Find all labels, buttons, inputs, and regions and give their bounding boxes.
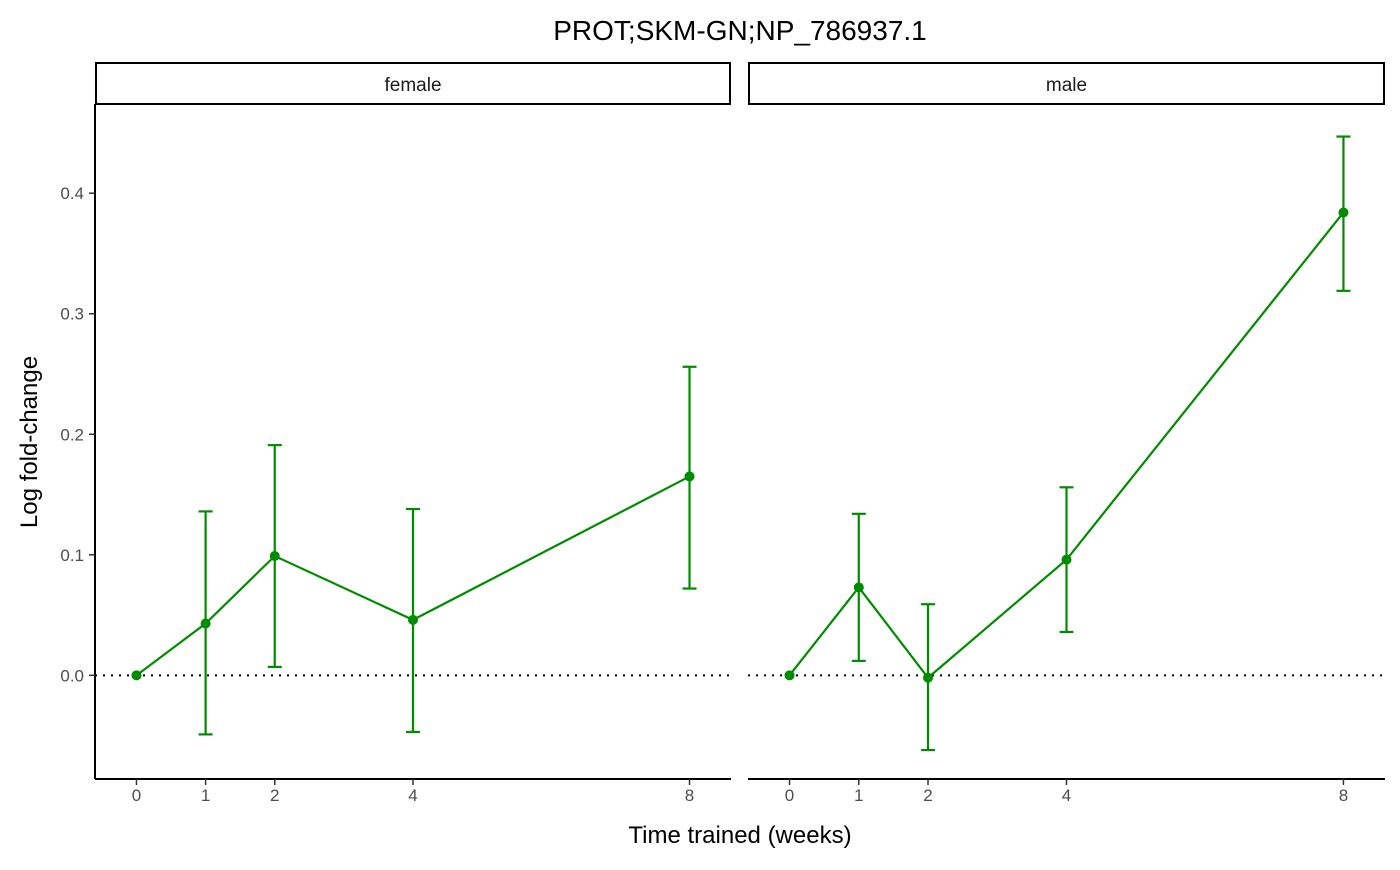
x-tick-label: 0	[132, 786, 141, 805]
y-tick-label: 0.2	[60, 425, 84, 444]
x-tick-label: 2	[270, 786, 279, 805]
y-axis-label: Log fold-change	[16, 356, 43, 528]
x-axis-label: Time trained (weeks)	[628, 822, 851, 849]
facet-strip-male	[748, 62, 1385, 105]
y-tick-label: 0.4	[60, 184, 84, 203]
y-tick-label: 0.1	[60, 546, 84, 565]
data-point	[684, 471, 695, 482]
x-tick-label: 4	[1062, 786, 1071, 805]
data-point	[784, 670, 795, 681]
data-point	[408, 614, 418, 625]
x-tick-label: 8	[685, 786, 694, 805]
facet-label: male	[1046, 75, 1087, 96]
data-point	[1061, 554, 1072, 565]
chart-title: PROT;SKM-GN;NP_786937.1	[553, 15, 927, 46]
x-tick-label: 4	[408, 786, 417, 805]
facet-strip-female	[95, 62, 731, 105]
data-point	[923, 672, 934, 683]
data-point	[853, 582, 864, 593]
x-tick-label: 1	[201, 786, 210, 805]
data-point	[131, 670, 142, 681]
x-tick-label: 0	[785, 786, 794, 805]
data-point	[200, 618, 211, 629]
x-tick-label: 1	[854, 786, 863, 805]
x-tick-label: 2	[923, 786, 932, 805]
data-point	[269, 551, 280, 562]
facet-label: female	[384, 75, 441, 96]
y-tick-label: 0.0	[60, 666, 84, 685]
x-tick-label: 8	[1339, 786, 1348, 805]
y-tick-label: 0.3	[60, 305, 84, 324]
data-point	[1338, 207, 1349, 218]
